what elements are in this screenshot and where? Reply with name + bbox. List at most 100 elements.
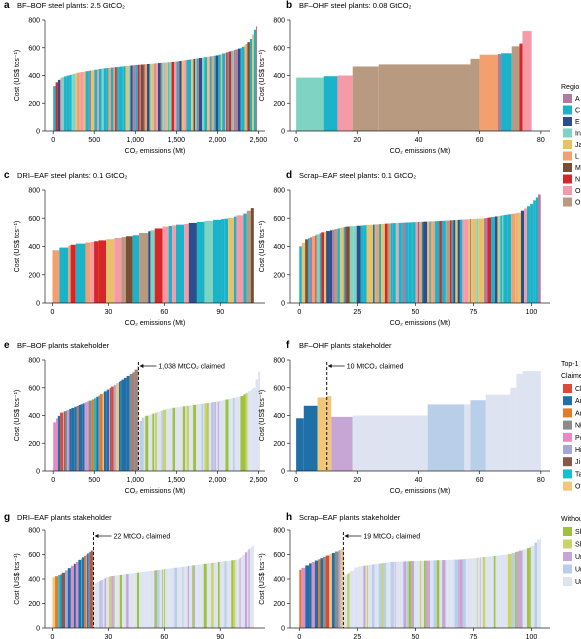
bar: [111, 386, 114, 471]
bar: [134, 572, 138, 628]
bar: [133, 65, 136, 131]
bar: [518, 550, 523, 628]
x-tick-label: 75: [469, 309, 477, 316]
bar: [250, 389, 252, 471]
bar: [378, 64, 471, 131]
bar: [414, 561, 417, 628]
bar: [161, 62, 164, 131]
bar: [106, 389, 110, 471]
y-tick-label: 400: [273, 413, 285, 420]
bar: [61, 572, 66, 628]
bar: [442, 560, 446, 628]
bar: [79, 72, 81, 131]
legend-swatch: [563, 432, 572, 442]
bar: [248, 549, 250, 628]
without-legend-title: Withou: [561, 516, 581, 523]
bar: [530, 545, 535, 628]
x-tick-label: 2,000: [209, 477, 227, 484]
bar: [53, 422, 56, 471]
bar: [224, 218, 229, 303]
bar: [114, 575, 116, 628]
bar: [477, 557, 480, 628]
bar: [81, 558, 83, 628]
bar: [169, 62, 172, 132]
y-tick-label: 400: [273, 577, 285, 584]
y-tick-label: 400: [28, 413, 40, 420]
bar: [435, 221, 440, 303]
bar: [64, 76, 67, 131]
bar: [369, 564, 372, 628]
legend-label: O: [575, 188, 581, 195]
bar: [78, 559, 82, 628]
x-tick-label: 60: [476, 477, 484, 484]
bar: [172, 407, 175, 471]
bar: [485, 556, 489, 628]
bar: [67, 409, 70, 471]
bar: [517, 212, 521, 303]
bar: [405, 222, 409, 303]
bar: [464, 219, 469, 303]
bar: [411, 561, 415, 628]
bar: [301, 242, 306, 303]
y-axis-label: Cost (US$ tcs⁻¹): [14, 50, 21, 102]
bar: [234, 397, 238, 471]
stakeholder-legend: Top-1 Claime Cl Ar Ar Ni Pc Hi Ji Ta Ot Withou Sh Sh U…: [561, 361, 581, 586]
bar: [356, 225, 361, 303]
bar: [171, 61, 175, 132]
bar: [419, 560, 422, 628]
bar: [408, 561, 412, 628]
bar: [428, 560, 431, 628]
y-tick-label: 600: [28, 45, 40, 52]
bar: [163, 569, 165, 628]
bars-h: [299, 537, 541, 628]
bar: [334, 229, 338, 303]
claimed-annotation: 22 MtCO₂ claimed: [113, 534, 170, 541]
bar: [159, 569, 163, 628]
bar: [256, 26, 257, 131]
bar: [71, 74, 73, 131]
y-tick-label: 800: [28, 528, 40, 535]
bar: [476, 218, 479, 303]
bar: [417, 221, 419, 303]
y-tick-label: 800: [28, 188, 40, 195]
bar: [144, 64, 147, 131]
bar: [103, 578, 105, 628]
bar: [377, 563, 379, 628]
bar: [493, 555, 496, 628]
bar: [353, 569, 355, 628]
bar: [252, 34, 254, 131]
bar: [390, 561, 394, 628]
bar: [241, 46, 245, 132]
bar: [115, 383, 119, 471]
bar: [65, 570, 68, 628]
bar: [374, 564, 378, 628]
bar: [180, 566, 183, 628]
bar: [500, 555, 503, 628]
bar: [108, 576, 112, 628]
bar: [251, 546, 253, 628]
bar: [105, 577, 109, 628]
bar: [337, 228, 340, 303]
bar: [398, 222, 402, 303]
x-tick-label: 2,500: [250, 477, 268, 484]
bar: [116, 575, 118, 628]
bar: [213, 219, 222, 303]
bar: [445, 220, 447, 303]
bar: [451, 559, 455, 628]
bar: [68, 245, 71, 303]
bar: [473, 558, 475, 628]
bar: [449, 220, 452, 303]
panel-letter-d: d: [286, 170, 292, 181]
bar: [441, 220, 446, 303]
bar: [128, 573, 129, 628]
bar: [126, 375, 130, 471]
bars-e: [53, 366, 261, 471]
bar: [447, 559, 451, 628]
x-axis-label: CO₂ emissions (Mt): [390, 320, 451, 327]
bar: [228, 398, 232, 471]
x-tick-label: 0: [294, 477, 298, 484]
bar: [168, 62, 170, 131]
bar: [386, 562, 390, 628]
bar: [85, 71, 89, 131]
